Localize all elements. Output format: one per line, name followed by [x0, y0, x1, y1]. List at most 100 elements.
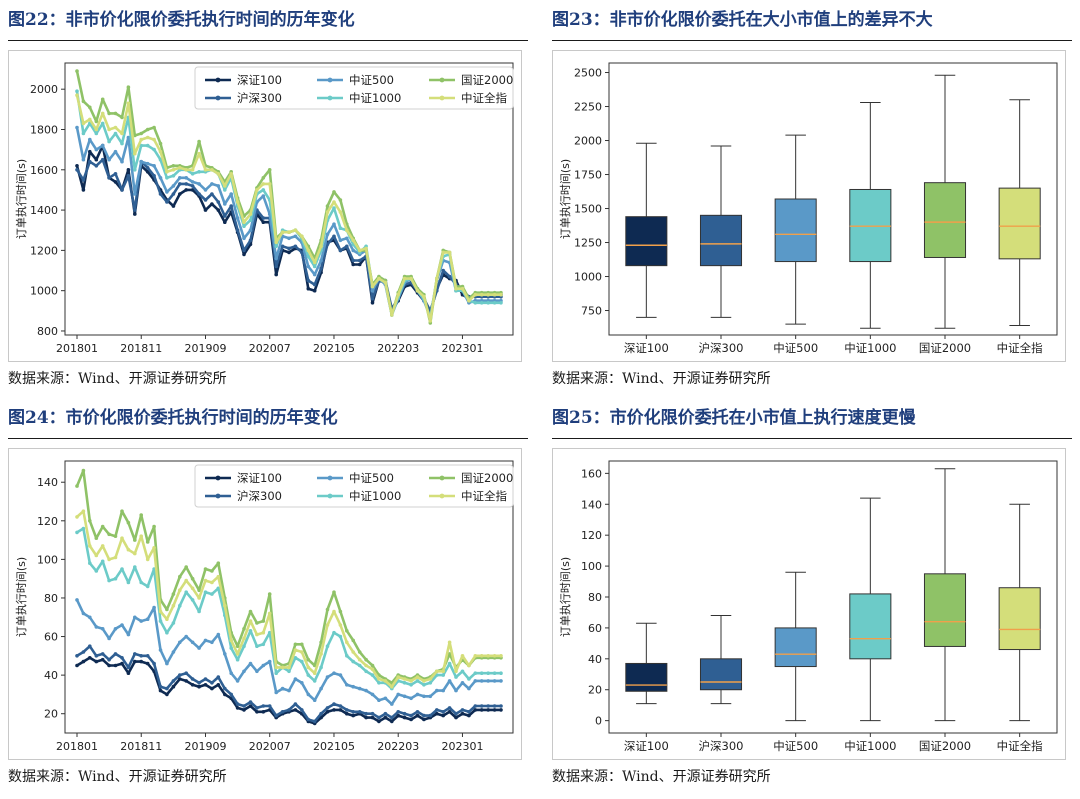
figure-24-legend-label: 国证2000 — [461, 471, 513, 485]
figure-24-series-point — [422, 679, 426, 683]
figure-22-series-point — [390, 313, 394, 317]
figure-24-series-point — [248, 619, 253, 623]
figure-24-series-point — [203, 677, 208, 681]
figure-24-series-point — [242, 627, 246, 631]
figure-24-series-point — [107, 557, 111, 562]
figure-22-series-point — [351, 238, 356, 243]
figure-25-ytick-label: 160 — [581, 467, 602, 480]
figure-24-series-point — [467, 663, 471, 668]
figure-24-series-point — [383, 679, 388, 683]
figure-22-series-point — [319, 266, 323, 271]
figure-24-series-point — [113, 576, 118, 581]
figure-24-series-point — [332, 630, 336, 635]
figure-24-series-point — [145, 584, 150, 589]
figure-22-series-point — [190, 168, 195, 172]
figure-22-series-point — [409, 276, 413, 281]
figure-24-series-point — [120, 623, 124, 627]
figure-24-legend-label: 中证全指 — [461, 489, 507, 503]
figure-24-series-point — [345, 711, 349, 716]
figure-22-series-point — [145, 143, 150, 148]
figure-22-series-point — [197, 151, 201, 156]
figure-24-series-point — [216, 586, 221, 591]
figure-22-series-point — [229, 192, 233, 196]
figure-22-series-point — [415, 288, 420, 293]
figure-22-series-point — [332, 200, 336, 204]
figure-22-series-point — [499, 301, 503, 305]
figure-22-series-point — [152, 164, 156, 168]
figure-22-series-point — [332, 222, 336, 226]
figure-22-series-point — [267, 168, 272, 172]
figure-22-series-point — [190, 172, 195, 176]
figure-22-legend-label: 国证2000 — [461, 73, 513, 87]
figure-24-series-point — [447, 706, 452, 710]
figure-24-series-point — [88, 615, 92, 620]
figure-24-series-point — [107, 663, 111, 668]
figure-24-legend-marker — [327, 475, 333, 481]
figure-24-series-point — [261, 630, 266, 635]
figure-22-series-point — [126, 168, 131, 172]
figure-25-xtick-label: 沪深300 — [699, 739, 744, 753]
figure-24-series-point — [126, 671, 131, 675]
figure-22-series-point — [210, 192, 214, 196]
figure-22-xtick-label: 202203 — [377, 342, 419, 355]
figure-23-title: 图23：非市价化限价委托在大小市值上的差异不大 — [552, 10, 933, 30]
figure-24-xtick-label: 201801 — [56, 740, 98, 753]
figure-24-xtick-label: 202301 — [441, 740, 483, 753]
figure-24-series-point — [415, 710, 420, 714]
figure-22-series-point — [120, 188, 124, 192]
figure-22-series-point — [133, 212, 137, 216]
figure-22-series-point — [370, 301, 375, 305]
figure-23-chart: 750 1000 1250 1500 1750 2000 2250 2500 订单执行时间(s)… — [552, 50, 1066, 362]
figure-24-series-point — [479, 708, 484, 712]
figure-22-series-point — [467, 298, 471, 303]
figure-22-series-point — [306, 264, 311, 269]
figure-24-series-point — [184, 578, 188, 583]
figure-24-series-point — [139, 619, 143, 623]
figure-24-series-point — [81, 611, 86, 616]
figure-22-ylabel: 订单执行时间(s) — [14, 159, 28, 239]
figure-24-series-point — [210, 686, 214, 691]
figure-24-series-point — [94, 553, 99, 558]
figure-24-series-point — [210, 592, 214, 596]
figure-24-series-point — [473, 708, 478, 712]
figure-22-series-point — [293, 244, 298, 249]
figure-24-series-point — [428, 713, 433, 718]
figure-24-series-point — [145, 654, 150, 658]
figure-22-ytick-label: 1200 — [30, 244, 58, 257]
figure-22-legend-marker — [215, 77, 221, 83]
figure-22-series-point — [158, 176, 163, 180]
figure-22-ytick-label: 1400 — [30, 204, 58, 217]
figure-22-series-point — [319, 258, 323, 263]
figure-24-series-point — [390, 715, 394, 720]
figure-24-series-point — [293, 677, 298, 681]
figure-22-series-point — [223, 220, 227, 224]
figure-24-series-point — [81, 659, 86, 664]
figure-25-ytick-label: 80 — [588, 591, 602, 604]
figure-24-ytick-label: 40 — [44, 669, 58, 682]
figure-22-series-point — [171, 184, 176, 188]
figure-24-series-point — [300, 708, 304, 712]
figure-24-series-point — [370, 715, 375, 720]
figure-24-series-point — [267, 659, 272, 664]
figure-22-series-point — [88, 105, 92, 110]
figure-24-series-point — [100, 657, 105, 662]
figure-23-xtick-label: 国证2000 — [919, 341, 971, 355]
figure-24-series-point — [197, 596, 201, 600]
figure-24-series-point — [107, 636, 111, 641]
figure-24-series-point — [332, 708, 336, 712]
figure-24-series-point — [345, 683, 349, 687]
figure-22-series-point — [165, 170, 169, 174]
figure-24-series-point — [325, 607, 330, 612]
figure-22-series-point — [473, 292, 478, 297]
figure-22-series-point — [460, 286, 465, 291]
figure-24-series-point — [441, 673, 446, 677]
figure-22-legend-label: 沪深300 — [237, 91, 282, 105]
figure-24-series-point — [319, 652, 323, 656]
figure-24-series-point — [139, 659, 143, 664]
figure-24-series-point — [229, 671, 233, 675]
figure-24-plot-frame — [64, 460, 514, 734]
figure-24-series-point — [332, 702, 336, 706]
figure-22-series-point — [139, 131, 143, 136]
figure-24-series-point — [357, 657, 362, 662]
figure-22-series-point — [81, 99, 86, 104]
